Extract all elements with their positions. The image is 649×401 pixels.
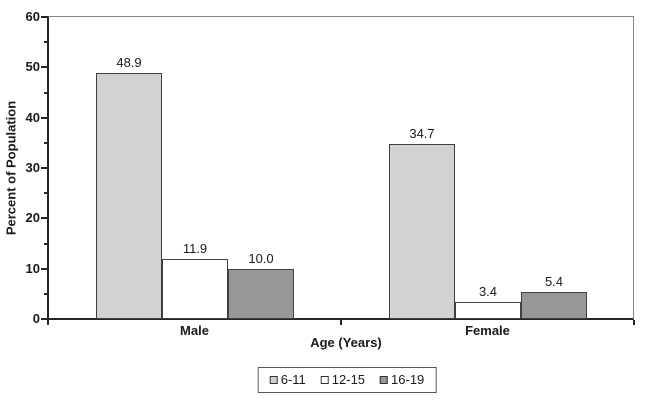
bar-value-label: 10.0 (248, 251, 274, 266)
y-major-tick (41, 116, 47, 119)
y-minor-tick (44, 192, 47, 195)
legend-label: 16-19 (391, 372, 425, 387)
category-label: Female (465, 323, 510, 338)
y-minor-tick (44, 292, 47, 295)
y-tick-label: 20 (25, 210, 40, 226)
bar (96, 73, 162, 319)
y-major-tick (41, 267, 47, 270)
y-major-tick (41, 318, 47, 320)
bar-value-label: 11.9 (182, 241, 208, 256)
legend-item: 16-19 (380, 373, 424, 387)
y-tick-label: 0 (32, 311, 40, 326)
bar-value-label: 3.4 (478, 284, 498, 299)
legend-item: 6-11 (269, 372, 306, 387)
y-tick-label: 30 (25, 160, 40, 175)
legend-label: 12-15 (331, 372, 366, 387)
y-minor-tick (44, 41, 47, 44)
legend-label: 6-11 (280, 372, 306, 387)
y-major-tick (41, 16, 47, 18)
y-major-tick (41, 217, 47, 220)
bar (455, 302, 521, 319)
bar-value-label: 5.4 (544, 274, 564, 289)
bar-value-label: 34.7 (409, 126, 435, 141)
category-label: Male (180, 323, 209, 338)
x-boundary-tick (340, 320, 342, 325)
bar (521, 292, 587, 319)
bar-value-label: 48.9 (116, 55, 142, 70)
y-minor-tick (44, 141, 47, 144)
bar (162, 259, 228, 319)
x-boundary-tick (633, 320, 635, 325)
legend-swatch (320, 376, 329, 384)
y-axis-title: Percent of Population (3, 100, 19, 236)
x-axis-title: Age (Years) (310, 335, 382, 350)
x-boundary-tick (47, 320, 49, 325)
legend: 6-11 12-15 16-19 (257, 367, 437, 393)
y-minor-tick (44, 91, 47, 94)
bar (389, 144, 455, 319)
y-tick-label: 40 (25, 109, 40, 125)
y-major-tick (41, 66, 47, 69)
y-tick-label: 60 (25, 9, 40, 24)
legend-item: 12-15 (320, 372, 366, 387)
legend-swatch (269, 376, 278, 384)
y-tick-label: 10 (25, 260, 40, 276)
legend-swatch (380, 376, 389, 384)
y-minor-tick (44, 242, 47, 245)
bar (228, 269, 294, 319)
y-major-tick (41, 167, 47, 169)
y-tick-label: 50 (25, 59, 40, 75)
